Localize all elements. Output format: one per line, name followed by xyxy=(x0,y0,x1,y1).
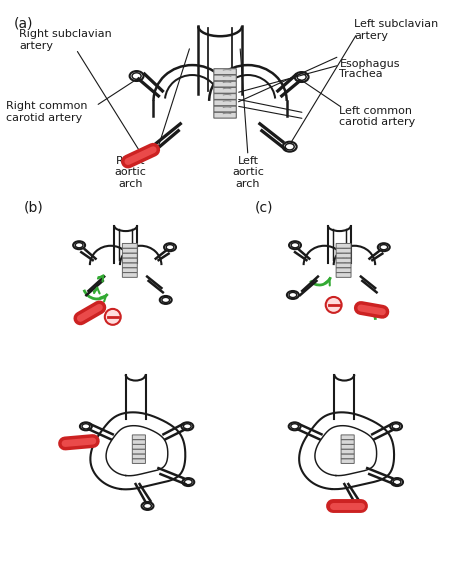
FancyBboxPatch shape xyxy=(214,93,237,100)
Text: Left subclavian
artery: Left subclavian artery xyxy=(354,20,438,41)
FancyBboxPatch shape xyxy=(122,248,137,253)
FancyBboxPatch shape xyxy=(341,454,354,458)
FancyBboxPatch shape xyxy=(122,258,137,263)
FancyBboxPatch shape xyxy=(336,268,351,272)
FancyBboxPatch shape xyxy=(132,439,146,444)
Text: (c): (c) xyxy=(255,200,273,214)
FancyBboxPatch shape xyxy=(214,69,237,74)
FancyBboxPatch shape xyxy=(132,459,146,464)
FancyBboxPatch shape xyxy=(122,268,137,272)
FancyBboxPatch shape xyxy=(341,449,354,454)
FancyBboxPatch shape xyxy=(214,112,237,118)
FancyBboxPatch shape xyxy=(336,248,351,253)
FancyBboxPatch shape xyxy=(132,449,146,454)
FancyBboxPatch shape xyxy=(122,263,137,268)
Text: Trachea: Trachea xyxy=(339,69,383,79)
Text: Right common
carotid artery: Right common carotid artery xyxy=(6,101,88,123)
FancyBboxPatch shape xyxy=(214,100,237,105)
FancyBboxPatch shape xyxy=(336,258,351,263)
FancyBboxPatch shape xyxy=(132,435,146,439)
FancyBboxPatch shape xyxy=(132,445,146,449)
Text: Esophagus: Esophagus xyxy=(339,59,400,69)
Text: Left common
carotid artery: Left common carotid artery xyxy=(339,106,416,127)
FancyBboxPatch shape xyxy=(336,263,351,268)
Text: Right
aortic
arch: Right aortic arch xyxy=(115,156,146,189)
Text: (a): (a) xyxy=(13,16,33,31)
FancyBboxPatch shape xyxy=(214,75,237,81)
FancyBboxPatch shape xyxy=(336,244,351,248)
FancyBboxPatch shape xyxy=(341,435,354,439)
FancyBboxPatch shape xyxy=(214,88,237,93)
FancyBboxPatch shape xyxy=(122,272,137,278)
FancyBboxPatch shape xyxy=(341,459,354,464)
FancyBboxPatch shape xyxy=(336,272,351,278)
FancyBboxPatch shape xyxy=(341,439,354,444)
FancyBboxPatch shape xyxy=(341,445,354,449)
Text: Left
aortic
arch: Left aortic arch xyxy=(232,156,264,189)
FancyBboxPatch shape xyxy=(336,253,351,258)
Circle shape xyxy=(105,309,121,325)
FancyBboxPatch shape xyxy=(214,106,237,112)
FancyBboxPatch shape xyxy=(122,244,137,248)
FancyBboxPatch shape xyxy=(122,253,137,258)
Circle shape xyxy=(326,297,342,313)
Text: (b): (b) xyxy=(23,200,43,214)
FancyBboxPatch shape xyxy=(214,81,237,87)
Text: Right subclavian
artery: Right subclavian artery xyxy=(19,29,112,51)
FancyBboxPatch shape xyxy=(132,454,146,458)
